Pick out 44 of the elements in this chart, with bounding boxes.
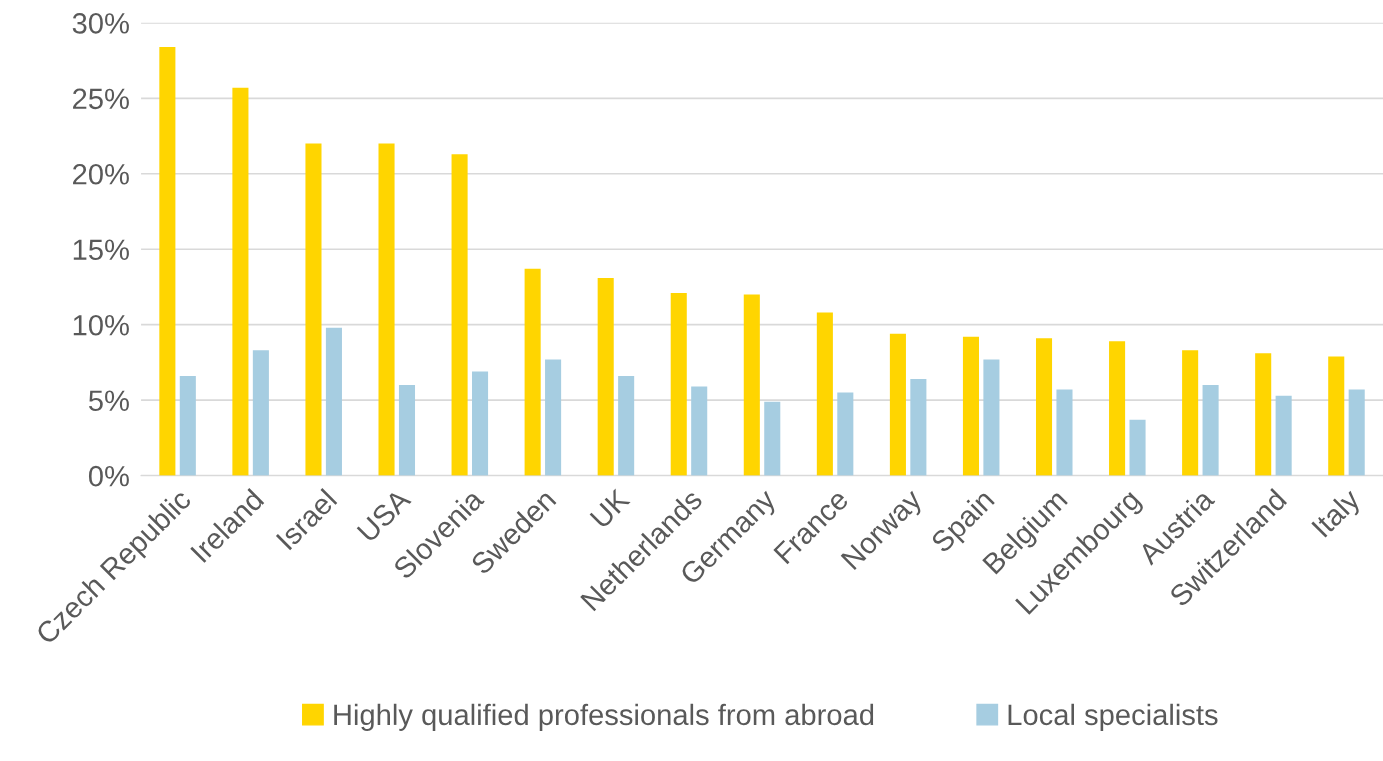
bar	[618, 376, 635, 476]
y-tick-label: 30%	[72, 13, 129, 34]
bar	[398, 385, 416, 476]
bar	[816, 312, 833, 476]
x-tick-label: Italy	[1310, 486, 1366, 542]
y-tick-label: 10%	[73, 314, 129, 336]
bar	[1328, 356, 1345, 476]
bar	[837, 392, 854, 476]
legend-label: Local specialists	[1008, 703, 1218, 731]
bar	[743, 294, 760, 476]
bar	[1035, 338, 1053, 476]
y-tick-label: 25%	[73, 88, 129, 110]
bar	[472, 371, 489, 476]
bar	[545, 359, 562, 476]
bar	[232, 87, 249, 476]
bar	[378, 143, 395, 476]
bar	[1275, 395, 1292, 476]
bar	[910, 379, 927, 476]
y-tick-label: 5%	[88, 390, 129, 412]
bar	[451, 154, 468, 476]
bar	[1202, 385, 1219, 476]
bar	[691, 386, 708, 476]
bar	[1056, 389, 1073, 476]
bar	[179, 376, 196, 476]
bar	[670, 293, 687, 476]
bar	[962, 336, 980, 476]
bar	[764, 401, 781, 476]
bar	[305, 143, 322, 476]
bar	[983, 359, 1000, 476]
bar	[889, 333, 906, 476]
y-tick-label: 20%	[73, 163, 129, 185]
y-tick-label: 0%	[88, 465, 129, 487]
bar	[597, 277, 614, 476]
bar	[524, 268, 541, 476]
bar	[1348, 389, 1365, 476]
bar	[1255, 353, 1272, 476]
legend-label: Highly qualified professionals from abroad	[334, 703, 874, 731]
bar	[1182, 350, 1199, 476]
bar	[1129, 419, 1146, 476]
bar	[252, 350, 269, 476]
bar	[325, 327, 342, 476]
bar	[159, 46, 176, 476]
y-tick-label: 15%	[73, 239, 129, 261]
bar	[1109, 341, 1126, 476]
